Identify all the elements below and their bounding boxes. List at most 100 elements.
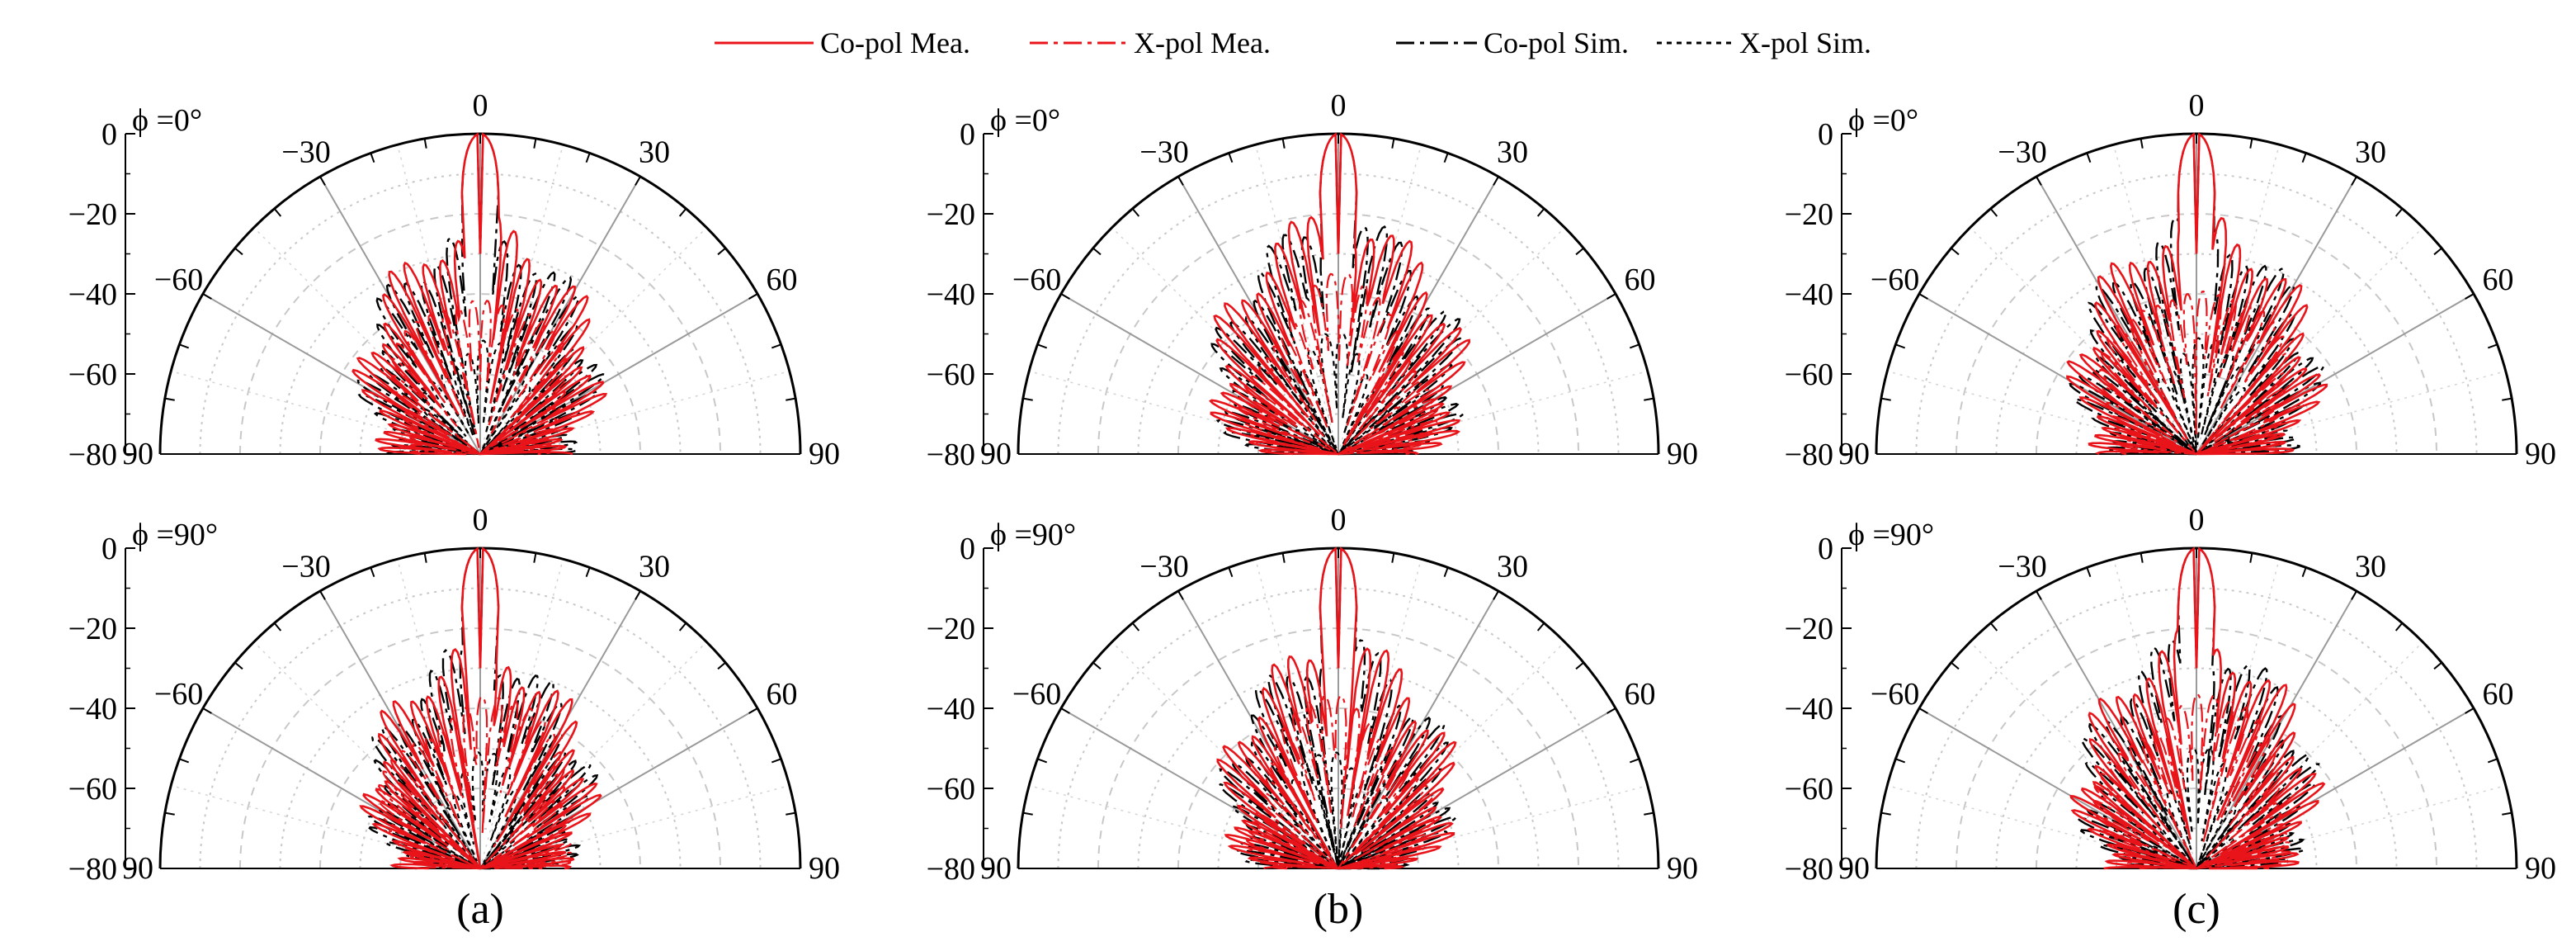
grid-ring: [1177, 707, 1499, 869]
angle-tick: [2465, 707, 2475, 714]
legend-label: X-pol Mea.: [1134, 26, 1271, 59]
radial-tick-label: −40: [1785, 277, 1833, 312]
series-co-pol-mea: [2069, 546, 2326, 870]
angle-tick-label: 30: [639, 550, 670, 584]
radial-tick-label: −20: [68, 612, 117, 646]
radial-tick-label: 0: [1818, 532, 1833, 566]
angle-tick: [2487, 758, 2498, 764]
angle-tick: [1022, 811, 1033, 816]
angle-tick: [234, 247, 243, 256]
angle-tick: [2487, 343, 2498, 349]
angle-tick: [1629, 758, 1639, 764]
radial-tick-label: −40: [68, 277, 117, 312]
angle-tick-label: 60: [2482, 263, 2513, 297]
angle-tick: [1606, 707, 1616, 714]
angle-tick: [2086, 567, 2092, 578]
angle-tick: [1918, 293, 1928, 300]
legend-item: Co-pol Sim.: [1396, 26, 1629, 59]
angle-tick-label: −60: [154, 677, 203, 712]
angle-tick-label: −60: [1871, 263, 1919, 297]
angle-tick: [423, 138, 427, 149]
series-x-pol-mea: [1237, 272, 1439, 456]
angle-tick: [635, 176, 641, 186]
radial-tick-label: −40: [1785, 692, 1833, 726]
grid-spoke: [1111, 641, 1339, 869]
angle-tick: [1629, 343, 1639, 349]
radial-tick-label: 0: [101, 117, 117, 152]
legend-label: X-pol Sim.: [1739, 26, 1871, 59]
angle-tick: [2036, 590, 2042, 600]
angle-tick-label: 90: [1667, 851, 1698, 886]
angle-tick: [1281, 138, 1286, 149]
angle-tick-label: 90: [1667, 437, 1698, 471]
grid-spoke: [1970, 641, 2197, 869]
angle-tick-label: 60: [766, 263, 797, 297]
series-co-pol-mea: [2066, 132, 2328, 456]
angle-tick: [1880, 811, 1891, 816]
angle-tick: [1644, 397, 1654, 401]
angle-tick-label: 0: [1331, 503, 1347, 537]
series-co-pol-mea: [1216, 546, 1457, 870]
angle-tick-label: 0: [1331, 88, 1347, 123]
angle-tick: [748, 707, 758, 714]
angle-tick: [748, 293, 758, 300]
angle-tick: [1575, 247, 1584, 256]
angle-tick-label: −30: [281, 550, 330, 584]
angle-tick: [179, 758, 190, 764]
radial-tick-label: −40: [927, 692, 975, 726]
radial-tick-label: −80: [68, 438, 117, 472]
grid-ring: [2036, 707, 2357, 869]
phi-label: ϕ =90°: [132, 518, 218, 552]
angle-tick: [1391, 552, 1395, 563]
radial-tick-label: −60: [1785, 772, 1833, 807]
radial-tick-label: −40: [68, 692, 117, 726]
grid-spoke: [2196, 293, 2475, 455]
angle-tick: [1060, 293, 1070, 300]
angle-tick-label: 30: [1497, 550, 1528, 584]
legend-item: Co-pol Mea.: [715, 26, 970, 59]
angle-tick: [2433, 247, 2442, 256]
angle-tick: [273, 208, 282, 217]
grid-spoke: [319, 590, 481, 869]
angle-tick: [533, 138, 537, 149]
phi-label: ϕ =0°: [1848, 103, 1918, 138]
angle-tick: [1918, 707, 1928, 714]
angle-tick-label: 60: [1624, 677, 1655, 712]
grid-ring: [319, 293, 641, 455]
angle-tick: [1092, 661, 1102, 670]
angle-tick: [1037, 758, 1048, 764]
angle-tick: [786, 397, 796, 401]
angle-tick-label: 60: [1624, 263, 1655, 297]
angle-tick: [1391, 138, 1395, 149]
angle-tick: [1493, 590, 1499, 600]
radial-tick-label: −40: [927, 277, 975, 312]
angle-tick: [1177, 176, 1184, 186]
grid-spoke: [1060, 293, 1339, 455]
angle-tick-label: 30: [1497, 135, 1528, 170]
angle-tick: [202, 293, 212, 300]
panel-label: (c): [2173, 886, 2220, 933]
grid-ring: [1177, 293, 1499, 455]
angle-tick: [2140, 138, 2144, 149]
angle-tick: [2394, 208, 2404, 217]
angle-tick: [2465, 293, 2475, 300]
angle-tick-label: 90: [809, 851, 840, 886]
legend-item: X-pol Mea.: [1030, 26, 1271, 59]
radial-tick-label: −80: [1785, 852, 1833, 887]
angle-tick: [319, 176, 326, 186]
angle-tick: [2502, 397, 2512, 401]
angle-tick-label: −30: [281, 135, 330, 170]
angle-tick: [771, 343, 781, 349]
angle-tick: [1493, 176, 1499, 186]
radial-tick-label: −20: [927, 612, 975, 646]
angle-tick: [2140, 552, 2144, 563]
angle-tick: [678, 622, 687, 632]
angle-tick-label: −30: [1998, 135, 2046, 170]
grid-spoke: [2196, 641, 2423, 869]
angle-tick-label: 0: [473, 503, 488, 537]
angle-tick: [2301, 153, 2307, 163]
angle-tick-label: 0: [2189, 88, 2205, 123]
radial-tick-label: −80: [927, 852, 975, 887]
